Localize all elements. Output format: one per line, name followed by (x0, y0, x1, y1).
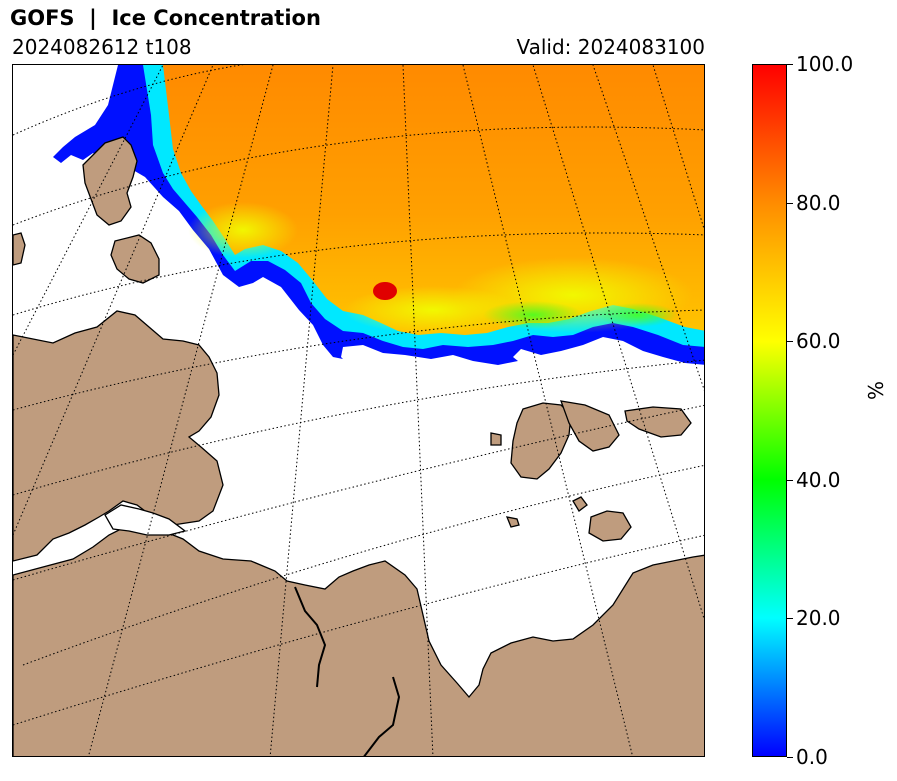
parallel-line (13, 232, 704, 316)
ice-concentration-map (12, 64, 705, 757)
valid-time-label: Valid: 2024083100 (516, 35, 705, 59)
meridian-line (532, 65, 704, 621)
novaya-zemlya-east (560, 400, 620, 452)
graticule (13, 65, 704, 756)
parallel-line (13, 309, 704, 411)
colorbar-tick (787, 202, 793, 204)
ice-green-patch (483, 301, 583, 329)
ice-yellow-patch (188, 202, 298, 258)
meridian-line (462, 65, 634, 756)
island-east (588, 510, 632, 542)
map-canvas (13, 65, 704, 756)
colorbar-tick (787, 757, 793, 758)
scandinavia-kola (13, 310, 224, 562)
parallel-line (13, 126, 704, 226)
run-time-label: 2024082612 t108 (12, 35, 192, 59)
colorbar-tick-label: 0.0 (796, 745, 828, 769)
colorbar-tick-label: 80.0 (796, 190, 841, 215)
colorbar (752, 64, 787, 757)
colorbar-unit-label: % (864, 380, 888, 400)
rivers (294, 586, 401, 756)
ice-green-patch (598, 303, 678, 327)
severnaya-zemlya (624, 406, 692, 438)
island-small (572, 496, 588, 512)
russian-mainland (13, 524, 704, 756)
island-small (505, 516, 520, 528)
novaya-zemlya-north (510, 402, 572, 480)
franz-josef-land (13, 232, 26, 266)
land-masses (13, 136, 704, 756)
colorbar-tick (787, 479, 793, 481)
colorbar-tick-label: 20.0 (796, 606, 841, 631)
ice-high-concentration-spot (373, 282, 397, 300)
svalbard-southern-island (110, 234, 160, 284)
meridian-line (13, 65, 214, 536)
colorbar-tick-label: 60.0 (796, 329, 841, 354)
parallel-line (13, 359, 704, 496)
meridian-line (652, 65, 704, 231)
colorbar-tick (787, 341, 793, 343)
colorbar-tick (787, 64, 793, 65)
colorbar-tick (787, 618, 793, 620)
meridian-line (13, 65, 164, 356)
gulf-waters-white-sea (104, 504, 187, 536)
chart-title: GOFS | Ice Concentration (10, 6, 321, 30)
colorbar-tick-label: 40.0 (796, 467, 841, 492)
colorbar-tick-label: 100.0 (796, 52, 854, 76)
island-small (490, 432, 502, 446)
